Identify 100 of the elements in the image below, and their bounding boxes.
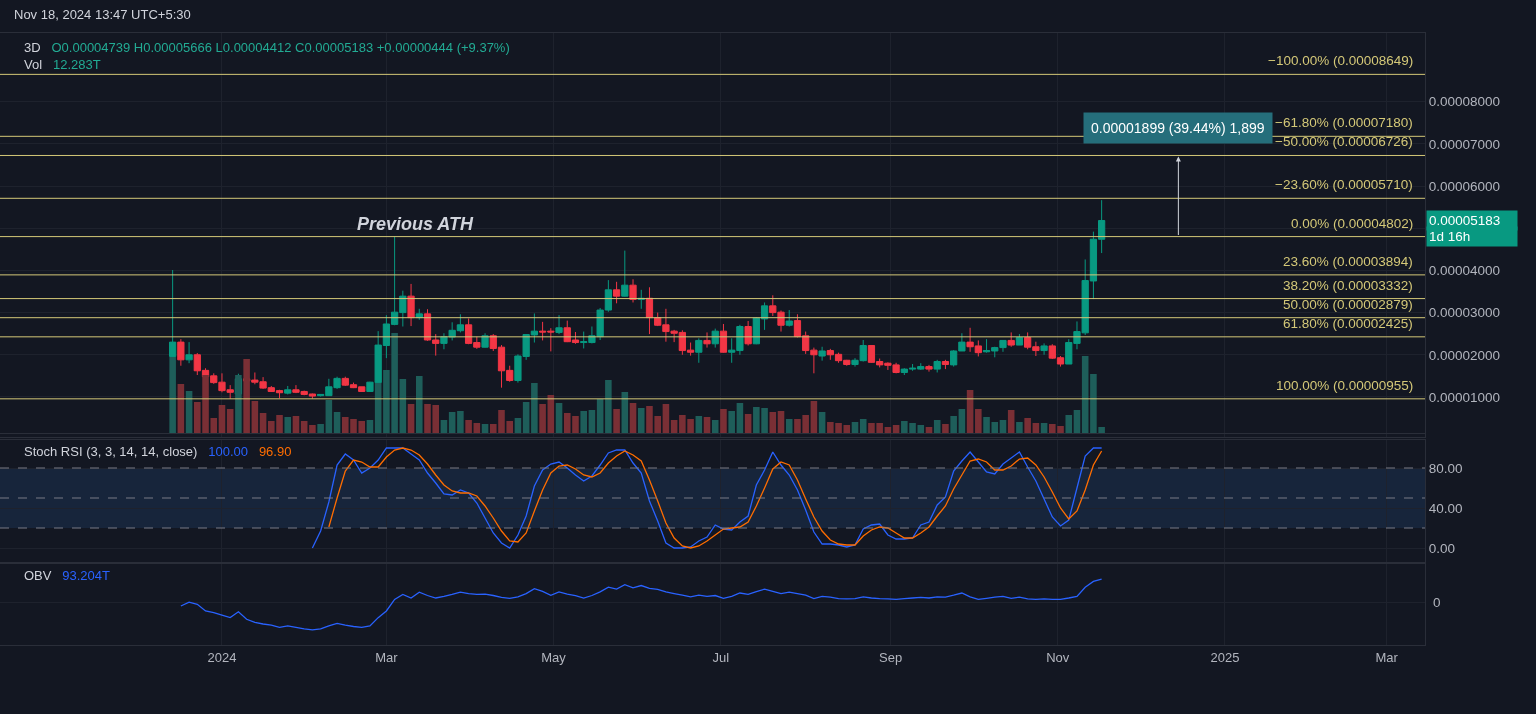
candlestick: [621, 250, 629, 298]
bar: [769, 412, 777, 433]
bar: [1040, 423, 1048, 433]
candlestick: [933, 359, 941, 373]
bar: [235, 375, 242, 433]
annotation: 12.283T: [52, 57, 101, 72]
bar: [284, 417, 292, 433]
bar: [1032, 423, 1040, 433]
bar: [259, 413, 267, 433]
chart-title: Nov 18, 2024 13:47 UTC+5:30: [14, 7, 191, 22]
bar: [605, 380, 612, 433]
x-tick-label: Jul: [712, 649, 730, 665]
x-tick-label: Sep: [879, 649, 903, 665]
bar: [415, 376, 423, 433]
y-tick-label: 0.00008000: [1428, 94, 1501, 110]
bar: [218, 405, 226, 433]
candlestick: [785, 309, 793, 328]
candlestick: [177, 338, 185, 367]
chart-title: OBV: [24, 568, 52, 583]
bar: [720, 409, 727, 433]
candlestick: [744, 320, 752, 346]
bar: [539, 404, 546, 433]
bar: [925, 427, 933, 433]
candlestick: [645, 286, 654, 335]
bar: [481, 424, 489, 433]
bar: [851, 422, 859, 433]
bar: [810, 401, 818, 433]
bar: [366, 420, 374, 433]
bar: [859, 419, 867, 433]
y-tick-label: 0.00003000: [1428, 305, 1501, 321]
bar: [169, 357, 176, 433]
ref-line-label: 38.20% (0.00003332): [1283, 278, 1413, 293]
x-tick-label: Nov: [1046, 649, 1070, 665]
text: 3D: [24, 40, 41, 55]
ref-line-label: 61.80% (0.00002425): [1283, 316, 1413, 331]
annotation: 0.00001899 (39.44%) 1,899: [1091, 120, 1265, 136]
candlestick: [481, 332, 489, 349]
chart-title: Stoch RSI (3, 3, 14, 14, close): [24, 444, 198, 459]
ref-line-label: 50.00% (0.00002879): [1283, 297, 1413, 312]
candlestick: [612, 281, 621, 304]
bar: [243, 359, 250, 433]
bar: [333, 412, 341, 433]
ref-line-label: −50.00% (0.00006726): [1275, 134, 1413, 149]
bar: [695, 416, 703, 433]
bar: [629, 403, 637, 433]
bar: [884, 427, 892, 433]
bar: [473, 423, 481, 433]
candlestick: [1040, 342, 1048, 356]
bar: [588, 410, 596, 433]
bar: [580, 411, 587, 433]
bar: [309, 425, 316, 433]
bar: [703, 417, 711, 433]
annotation: 93.204T: [62, 568, 111, 583]
y-tick-label: 0.00001000: [1428, 389, 1501, 405]
bar: [465, 420, 472, 433]
annotation: O0.00004739 H0.00005666 L0.00004412 C0.00005183 +0.00000444 (+9.37%): [51, 40, 510, 55]
x-tick-label: 2024: [207, 649, 237, 665]
bar: [736, 403, 744, 433]
annotation: Previous ATH: [357, 214, 475, 234]
y-tick-label: 0.00: [1428, 540, 1455, 556]
ref-line-label: 0.00% (0.00004802): [1291, 216, 1414, 231]
y-tick-label: 80.00: [1428, 460, 1463, 476]
bar: [300, 421, 308, 433]
bar: [317, 424, 324, 433]
candlestick: [1015, 333, 1024, 346]
candlestick: [629, 278, 637, 303]
bar: [942, 424, 949, 433]
bar: [744, 414, 752, 433]
ref-line-label: 23.60% (0.00003894): [1283, 254, 1413, 269]
bar: [514, 418, 522, 433]
bar: [531, 383, 538, 433]
bar: [440, 420, 448, 433]
bar: [251, 401, 259, 433]
candlestick: [925, 364, 933, 373]
y-tick-label: 0.00002000: [1428, 347, 1501, 363]
bar: [555, 403, 563, 433]
bar: [637, 408, 645, 433]
bar: [777, 411, 785, 433]
ref-line-label: −23.60% (0.00005710): [1275, 177, 1413, 192]
bar: [785, 419, 793, 433]
y-tick-label: 0.00004000: [1428, 263, 1501, 279]
bar: [407, 404, 415, 433]
annotation: 100.00: [208, 444, 249, 459]
candlestick: [284, 385, 292, 395]
candlestick: [711, 328, 719, 349]
bar: [670, 420, 678, 433]
bar: [226, 409, 234, 433]
candlestick: [555, 314, 563, 335]
bar: [457, 411, 464, 433]
bar: [1065, 415, 1073, 433]
candlestick: [719, 323, 728, 354]
candlestick: [818, 346, 826, 362]
bar: [950, 416, 957, 433]
bar: [728, 411, 735, 433]
bar: [448, 412, 456, 433]
bar: [933, 420, 941, 433]
bar: [292, 416, 300, 433]
bar: [1007, 410, 1015, 433]
candlestick: [703, 331, 711, 349]
candlestick: [185, 341, 193, 364]
